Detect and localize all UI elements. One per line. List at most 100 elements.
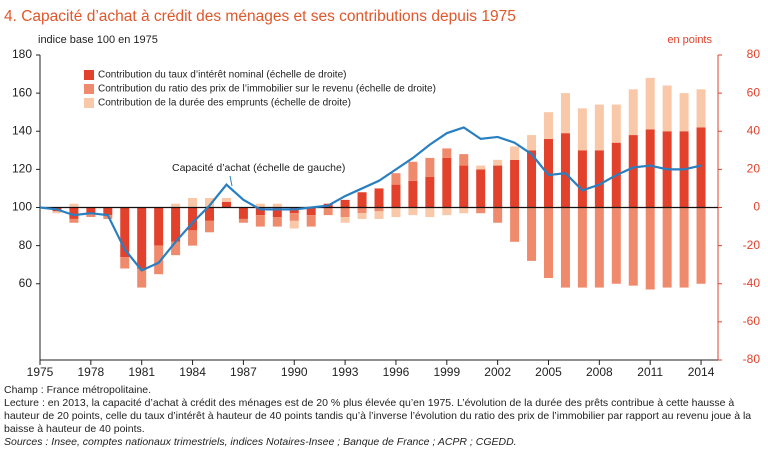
x-tick-label: 2008 <box>586 365 613 379</box>
legend-label: Contribution du taux d’intérêt nominal (… <box>98 70 346 81</box>
bar <box>357 213 367 219</box>
x-tick-label: 1984 <box>179 365 206 379</box>
x-tick-label: 1981 <box>128 365 155 379</box>
bar <box>662 207 672 288</box>
bar <box>205 197 214 208</box>
bar <box>459 165 469 208</box>
bar <box>493 207 503 223</box>
bar <box>120 207 130 258</box>
bar <box>391 184 401 208</box>
bar <box>340 199 350 208</box>
bar <box>340 217 350 223</box>
bar <box>425 157 435 177</box>
x-tick-label: 1978 <box>77 365 104 379</box>
bar <box>527 150 537 208</box>
y2-tick-label: -60 <box>743 314 761 328</box>
bar <box>408 161 418 181</box>
bar <box>391 207 401 218</box>
bar <box>137 268 147 288</box>
bar <box>408 180 418 208</box>
y-tick-label: 100 <box>12 200 32 214</box>
bar <box>86 207 96 214</box>
line <box>39 126 702 272</box>
bar <box>645 207 655 290</box>
bar <box>357 207 367 214</box>
y-axis-label: indice base 100 en 1975 <box>38 34 158 46</box>
y2-tick-label: 40 <box>747 123 761 137</box>
bar <box>205 220 214 233</box>
bar <box>69 203 79 208</box>
bar <box>171 241 181 256</box>
x-tick-label: 1993 <box>332 365 359 379</box>
bar <box>577 207 587 288</box>
bar <box>103 207 113 216</box>
x-tick-label: 2014 <box>688 365 715 379</box>
bar <box>476 169 486 208</box>
x-tick-label: 1996 <box>383 365 410 379</box>
y2-tick-label: 80 <box>747 47 761 61</box>
bar <box>374 207 384 212</box>
y2-tick-label: -40 <box>743 276 761 290</box>
bar <box>425 177 435 208</box>
x-tick-label: 1990 <box>281 365 308 379</box>
bar <box>289 220 299 229</box>
x-tick-label: 1999 <box>433 365 460 379</box>
bar <box>357 192 367 208</box>
y-tick-label: 180 <box>12 47 32 61</box>
note-sources: Sources : Insee, comptes nationaux trime… <box>4 436 517 448</box>
bar <box>391 173 401 185</box>
bar <box>459 154 469 166</box>
bar <box>662 85 672 132</box>
x-tick-label: 2002 <box>484 365 511 379</box>
bar <box>120 257 130 269</box>
bar <box>611 104 621 143</box>
note-champ: Champ : France métropolitaine. <box>4 384 152 396</box>
bar <box>510 207 520 242</box>
bar <box>560 93 570 134</box>
y2-tick-label: -20 <box>743 238 761 252</box>
notes: Champ : France métropolitaine. Lecture :… <box>4 384 760 449</box>
bar <box>560 133 570 208</box>
bar <box>374 188 384 208</box>
bar <box>255 203 265 208</box>
y2-tick-label: 60 <box>747 85 761 99</box>
bar <box>289 213 299 221</box>
bar <box>493 165 503 208</box>
bar <box>255 207 265 216</box>
bar <box>272 203 282 208</box>
y2-tick-label: 0 <box>753 200 760 214</box>
bar <box>527 135 537 151</box>
bar <box>188 230 198 246</box>
legend-label: Contribution de la durée des emprunts (é… <box>98 98 351 109</box>
bar <box>154 207 164 246</box>
bar <box>306 215 316 227</box>
y-tick-label: 80 <box>19 238 33 252</box>
bar <box>510 159 520 208</box>
chart-title: 4. Capacité d’achat à crédit des ménages… <box>4 8 516 25</box>
bar <box>442 148 452 158</box>
bar <box>544 138 553 208</box>
y2-axis-label: en points <box>667 34 712 46</box>
bar <box>272 217 282 227</box>
legend-swatch <box>84 70 94 80</box>
x-tick-label: 2011 <box>637 365 663 379</box>
bar <box>459 207 469 214</box>
x-tick-label: 2005 <box>535 365 562 379</box>
bar <box>154 245 164 275</box>
y-tick-label: 120 <box>12 162 32 176</box>
bar <box>544 112 553 139</box>
bar <box>171 203 181 208</box>
bar <box>221 197 231 202</box>
bar <box>442 157 452 208</box>
legend-label: Contribution du ratio des prix de l’immo… <box>98 84 436 95</box>
bar <box>442 207 452 216</box>
bar <box>527 207 537 261</box>
bar <box>577 108 587 151</box>
bar <box>628 135 638 208</box>
y2-tick-label: -80 <box>743 352 761 366</box>
bar <box>188 207 198 231</box>
bar <box>560 207 570 288</box>
bar <box>476 207 486 214</box>
line-annotation: Capacité d’achat (échelle de gauche) <box>172 162 345 174</box>
